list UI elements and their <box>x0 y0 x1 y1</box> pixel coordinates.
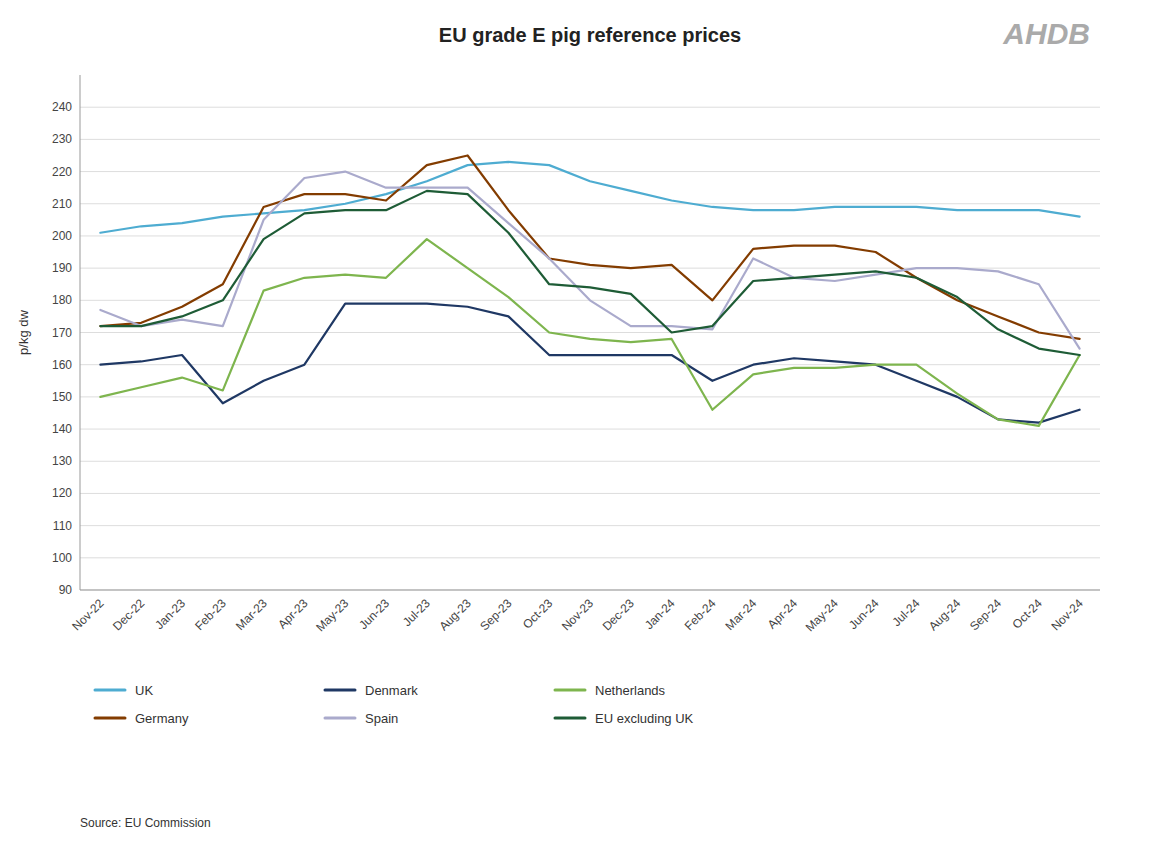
legend: UK Denmark Netherlands Germany Spain EU exclu… <box>95 683 694 726</box>
y-tick-label: 110 <box>53 519 72 533</box>
x-tick-label: Feb-24 <box>682 596 719 633</box>
x-tick-label: Nov-24 <box>1048 596 1085 633</box>
y-axis: 90 100 110 120 130 140 150 160 170 180 190 200 210 22… <box>52 75 1100 597</box>
x-tick-label: Oct-23 <box>520 596 556 632</box>
x-tick-label: Jun-24 <box>846 596 882 632</box>
x-tick-label: Sep-23 <box>477 596 514 633</box>
y-tick-label: 130 <box>52 454 72 468</box>
grid-line <box>80 107 1100 108</box>
legend-label: EU excluding UK <box>595 711 694 726</box>
y-axis-label: p/kg dw <box>16 309 31 354</box>
x-tick-label: Apr-24 <box>765 596 801 632</box>
y-tick-label: 190 <box>52 261 72 275</box>
x-tick-label: May-23 <box>313 596 351 634</box>
series-line <box>100 162 1079 233</box>
grid-line <box>80 332 1100 333</box>
legend-swatch <box>325 689 355 692</box>
y-tick-label: 120 <box>52 486 72 500</box>
grid-line <box>80 235 1100 236</box>
x-tick-label: May-24 <box>803 596 841 634</box>
y-tick-label: 220 <box>52 165 72 179</box>
annotation: AHDB <box>1002 17 1090 50</box>
grid-line <box>80 139 1100 140</box>
x-tick-label: Oct-24 <box>1010 596 1046 632</box>
title: EU grade E pig reference prices <box>439 24 741 46</box>
x-tick-label: Mar-24 <box>723 596 760 633</box>
y-tick-label: 100 <box>52 551 72 565</box>
x-tick-label: Aug-23 <box>436 596 473 633</box>
x-axis-line <box>80 590 1100 591</box>
y-tick-label: 90 <box>59 583 73 597</box>
x-tick-label: Feb-23 <box>192 596 229 633</box>
legend-swatch <box>95 689 125 692</box>
grid-line <box>80 557 1100 558</box>
y-axis-line <box>80 75 81 590</box>
y-tick-label: 200 <box>52 229 72 243</box>
y-tick-label: 140 <box>52 422 72 436</box>
legend-label: Spain <box>365 711 398 726</box>
grid-line <box>80 525 1100 526</box>
x-tick-label: Jun-23 <box>356 596 392 632</box>
x-tick-label: Apr-23 <box>275 596 311 632</box>
x-tick-label: Nov-23 <box>559 596 596 633</box>
x-tick-label: Sep-24 <box>967 596 1004 633</box>
legend-swatch <box>555 717 585 720</box>
x-tick-label: Nov-22 <box>69 596 106 633</box>
y-tick-label: 170 <box>52 326 72 340</box>
lines <box>100 155 1079 425</box>
x-tick-label: Dec-23 <box>600 596 637 633</box>
y-tick-label: 180 <box>52 293 72 307</box>
legend-label: UK <box>135 683 153 698</box>
legend-label: Denmark <box>365 683 418 698</box>
source: Source: EU Commission <box>80 816 211 830</box>
series-line <box>100 172 1079 349</box>
legend-label: Netherlands <box>595 683 666 698</box>
x-tick-label: Dec-22 <box>110 596 147 633</box>
x-tick-label: Jan-24 <box>642 596 678 632</box>
legend-swatch <box>95 717 125 720</box>
legend-swatch <box>325 717 355 720</box>
y-tick-label: 240 <box>52 100 72 114</box>
grid-line <box>80 493 1100 494</box>
legend-label: Germany <box>135 711 189 726</box>
legend-swatch <box>555 689 585 692</box>
series-line <box>100 155 1079 338</box>
grid-line <box>80 429 1100 430</box>
chart: EU grade E pig reference prices AHDB 90 100… <box>0 0 1152 843</box>
grid-line <box>80 590 1100 591</box>
y-tick-label: 230 <box>52 132 72 146</box>
grid-line <box>80 461 1100 462</box>
y-tick-label: 210 <box>52 197 72 211</box>
y-tick-label: 150 <box>52 390 72 404</box>
series-line <box>100 304 1079 423</box>
x-tick-label: Aug-24 <box>926 596 963 633</box>
x-tick-label: Jul-24 <box>890 596 923 629</box>
grid-line <box>80 203 1100 204</box>
x-tick-label: Mar-23 <box>233 596 270 633</box>
series-line <box>100 191 1079 355</box>
x-tick-label: Jan-23 <box>152 596 188 632</box>
y-tick-label: 160 <box>52 358 72 372</box>
x-tick-label: Jul-23 <box>400 596 433 629</box>
grid-line <box>80 171 1100 172</box>
x-axis: Nov-22Dec-22Jan-23Feb-23Mar-23Apr-23May-… <box>69 596 1086 634</box>
